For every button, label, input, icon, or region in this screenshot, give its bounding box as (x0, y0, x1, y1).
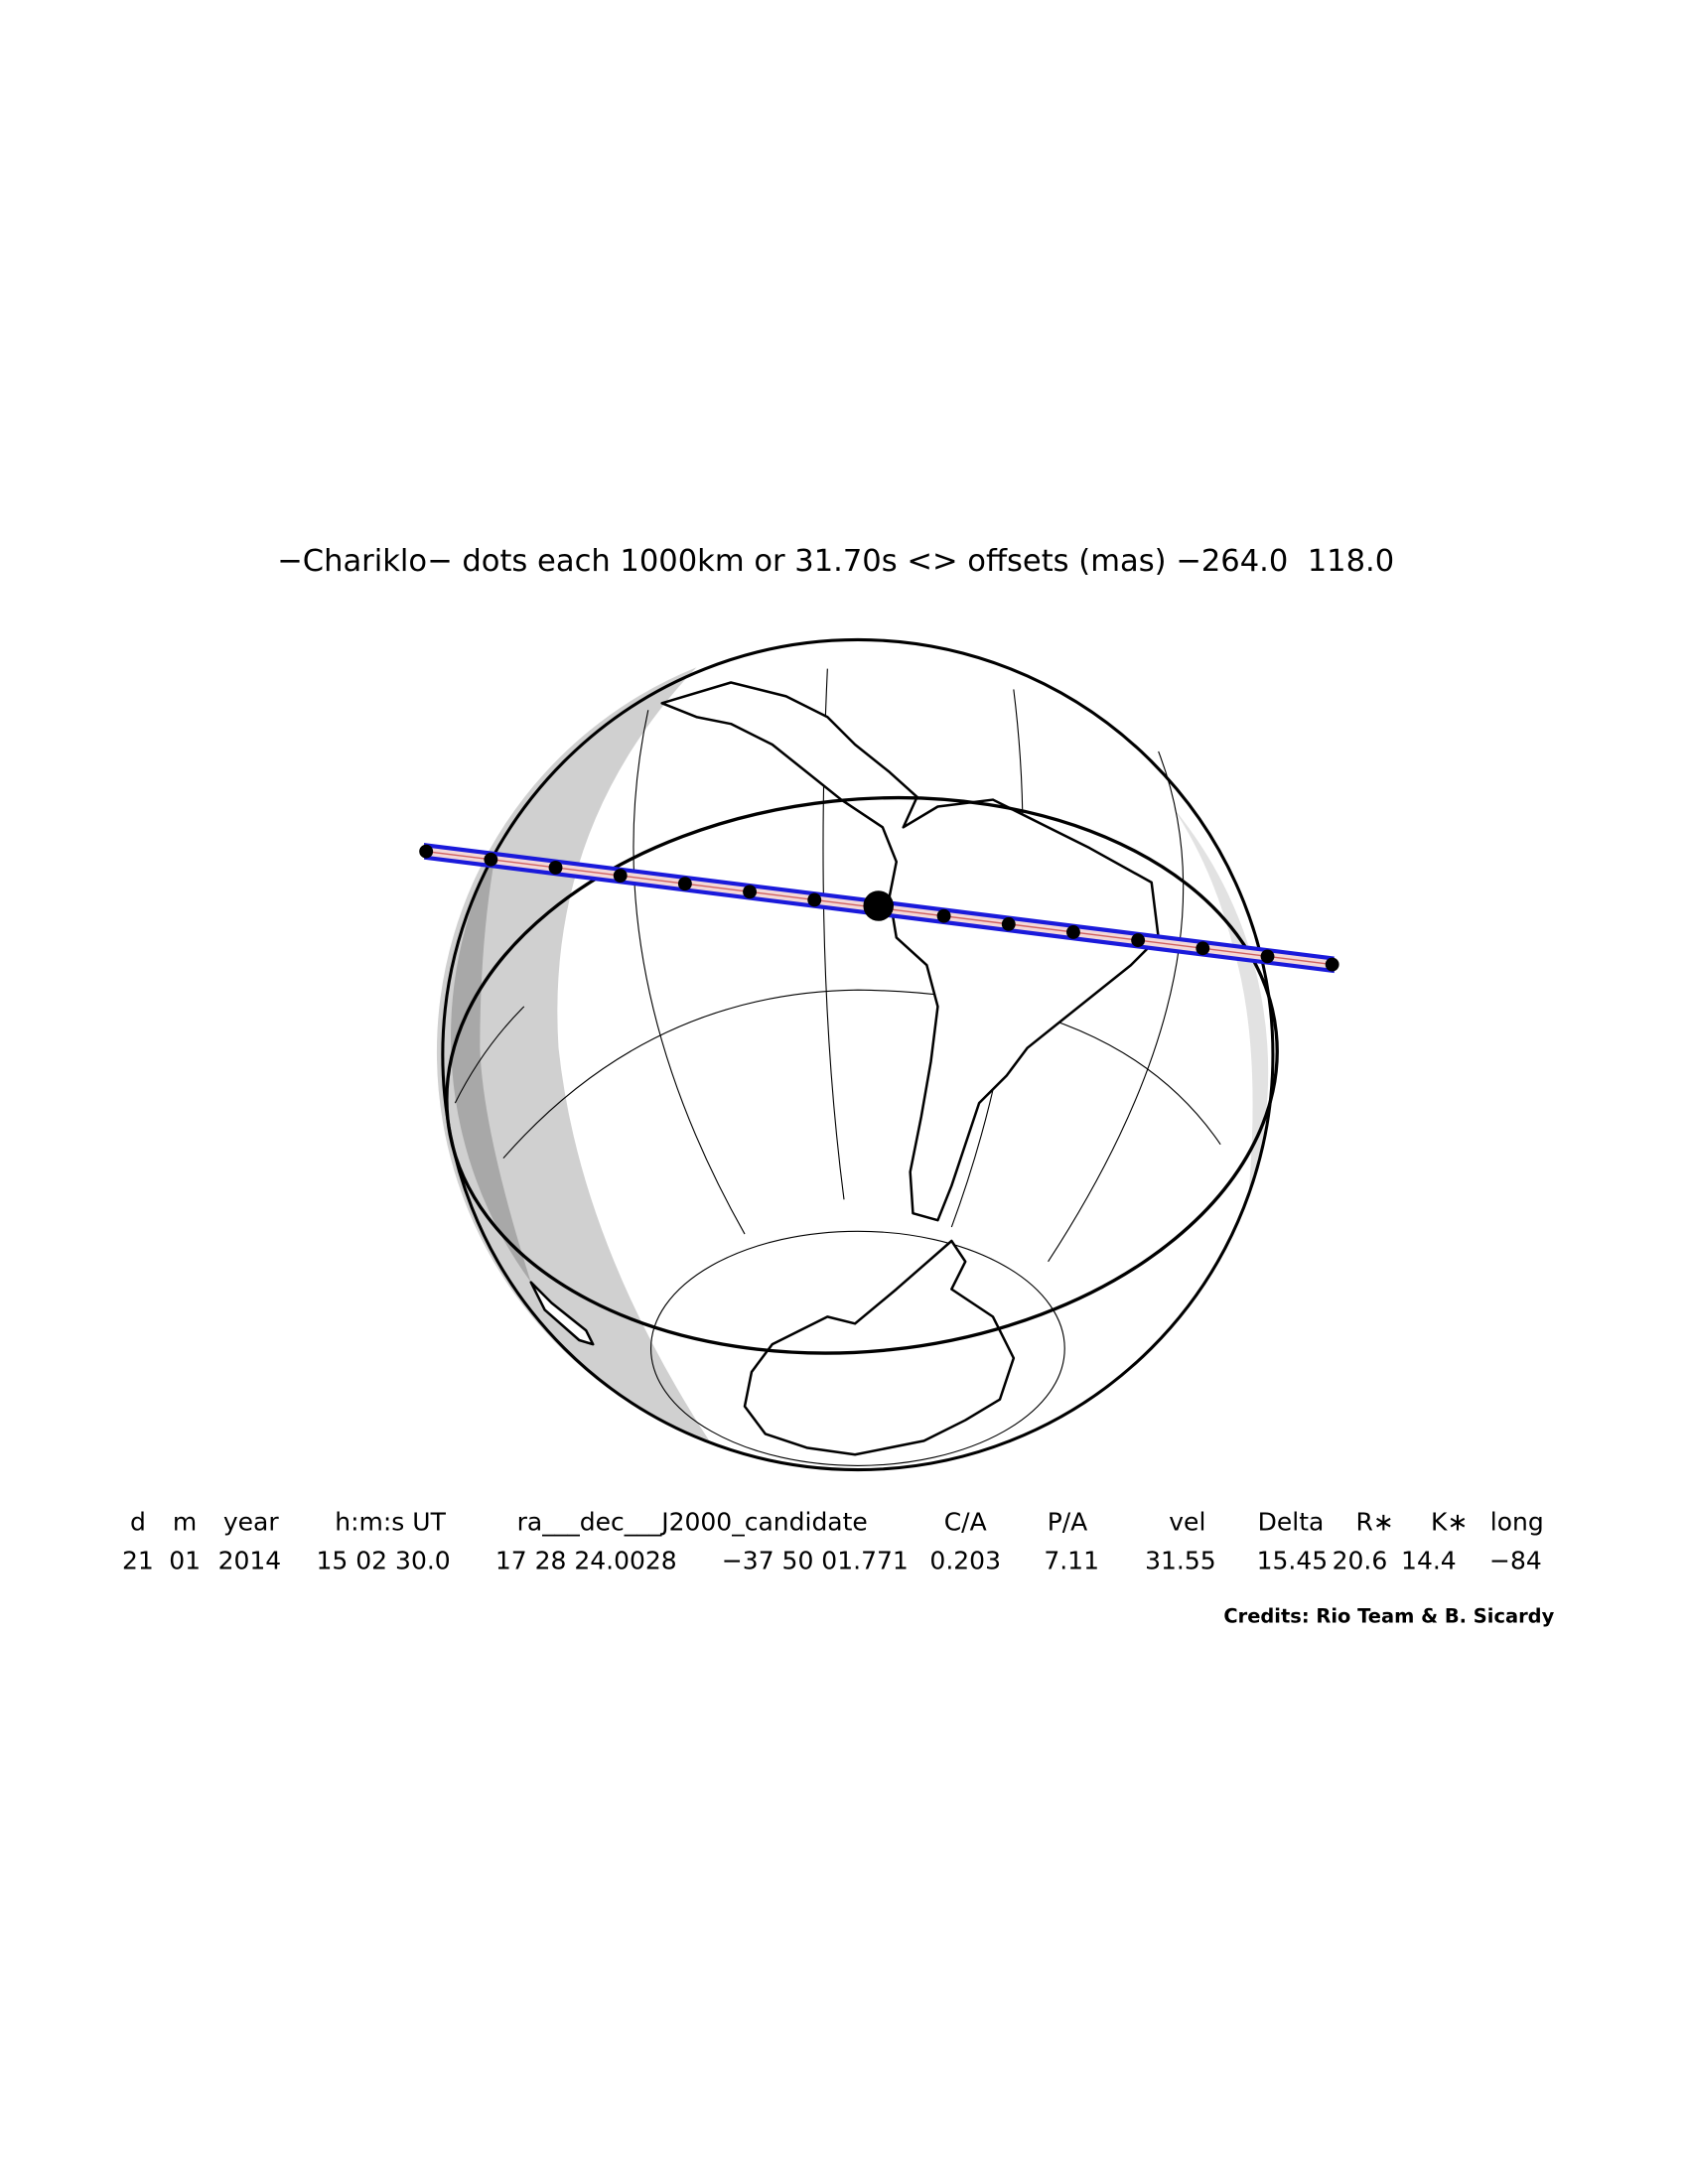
path-dot (1196, 941, 1210, 956)
parallel (650, 1230, 1065, 1466)
parallel (454, 1006, 525, 1104)
occultation-path (419, 843, 1339, 974)
table-cell: 2014 (218, 1547, 282, 1575)
table-cell: −37 50 01.771 (722, 1547, 909, 1575)
table-header: year (223, 1508, 279, 1537)
table-header: m (173, 1508, 197, 1537)
table-header: K∗ (1431, 1508, 1468, 1537)
globe-limb (441, 637, 1275, 1472)
table-header: ra___dec___J2000_candidate (517, 1508, 868, 1537)
path-dot (807, 892, 822, 907)
twilight-zone (451, 848, 531, 1283)
path-dot (548, 860, 563, 875)
path-dot (1066, 925, 1080, 939)
table-cell: −84 (1489, 1547, 1542, 1575)
meridian (1048, 751, 1185, 1263)
parallel (502, 989, 1221, 1160)
data-table: d m year h:m:s UT ra___dec___J2000_candidate… (122, 1508, 1544, 1575)
table-header: d (130, 1508, 146, 1537)
table-header: P/A (1048, 1508, 1088, 1537)
path-dot (1131, 933, 1146, 948)
table-cell: 14.4 (1401, 1547, 1457, 1575)
table-header: vel (1169, 1508, 1205, 1537)
table-cell: 17 28 24.0028 (495, 1547, 677, 1575)
shadow-ellipse (445, 795, 1279, 1355)
table-header: Delta (1258, 1508, 1325, 1537)
table-cell: 15.45 (1257, 1547, 1329, 1575)
antarctica (743, 1239, 1016, 1456)
credits: Credits: Rio Team & B. Sicardy (1223, 1605, 1554, 1628)
table-cell: 7.11 (1044, 1547, 1099, 1575)
table-header: h:m:s UT (335, 1508, 446, 1537)
table-header: C/A (944, 1508, 987, 1537)
new-zealand (529, 1281, 595, 1346)
americas (660, 681, 1160, 1222)
table-cell: 20.6 (1333, 1547, 1388, 1575)
path-dot (613, 869, 628, 883)
path-dot (1325, 957, 1339, 972)
table-cell: 21 (122, 1547, 154, 1575)
path-dot (743, 885, 758, 899)
table-cell: 15 02 30.0 (317, 1547, 451, 1575)
table-cell: 0.203 (929, 1547, 1001, 1575)
path-dot (1260, 949, 1275, 964)
path-dot (1001, 916, 1016, 931)
table-header: R∗ (1356, 1508, 1394, 1537)
table-header: long (1490, 1508, 1544, 1537)
path-dot (484, 852, 498, 867)
title: −Chariklo− dots each 1000km or 31.70s <>… (277, 544, 1394, 579)
path-dot (419, 844, 434, 859)
path-dot (677, 877, 692, 891)
globe (436, 637, 1279, 1472)
path-dot (936, 908, 951, 923)
center-dot (863, 890, 894, 921)
table-cell: 01 (169, 1547, 201, 1575)
meridian (633, 710, 746, 1235)
table-cell: 31.55 (1145, 1547, 1216, 1575)
